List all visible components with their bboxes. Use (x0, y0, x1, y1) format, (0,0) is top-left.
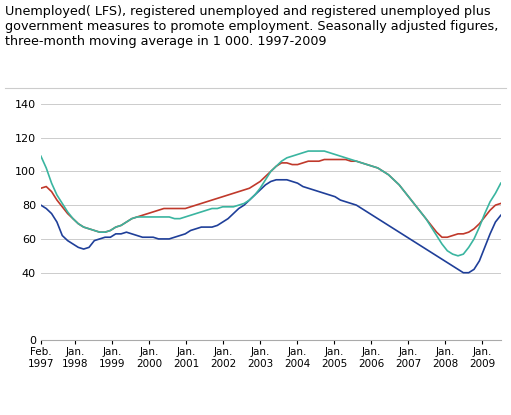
Text: Unemployed( LFS), registered unemployed and registered unemployed plus
governmen: Unemployed( LFS), registered unemployed … (5, 5, 499, 48)
Legend: Registered
unemployed, Unemployed( LFS), Registered unemployed +
government meas: Registered unemployed, Unemployed( LFS),… (46, 412, 465, 415)
